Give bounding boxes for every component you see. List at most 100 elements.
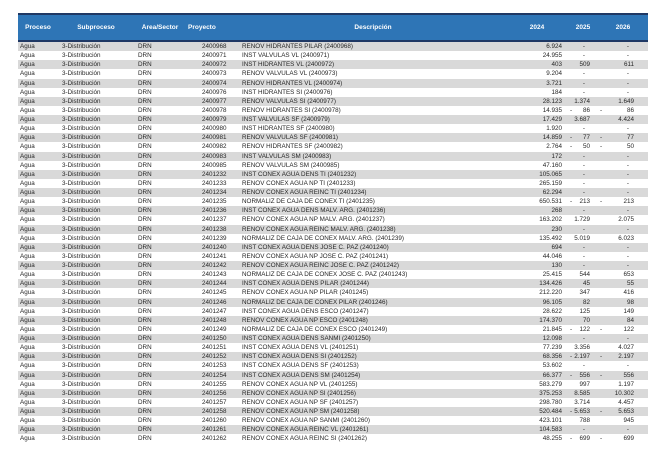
cell-y2026[interactable]: - bbox=[598, 170, 648, 179]
cell-proceso[interactable]: Agua bbox=[20, 398, 35, 406]
cell-area[interactable]: DRN bbox=[138, 408, 152, 416]
cell-descripcion[interactable]: INST CONEX AGUA DENS SANMI (2401250) bbox=[242, 335, 371, 343]
cell-proceso[interactable]: Agua bbox=[20, 389, 35, 397]
cell-y2024[interactable]: 134.426 bbox=[506, 279, 568, 288]
cell-proyecto[interactable]: 2400980 bbox=[202, 125, 227, 133]
cell-proyecto[interactable]: 2401232 bbox=[202, 170, 227, 178]
cell-subproceso[interactable]: 3-Distribución bbox=[62, 289, 101, 297]
cell-proceso[interactable]: Agua bbox=[20, 216, 35, 224]
cell-descripcion[interactable]: INST CONEX AGUA DENS TI (2401232) bbox=[242, 170, 357, 178]
cell-descripcion[interactable]: RENOV VALVULAS SM (2400985) bbox=[242, 161, 340, 169]
cell-proceso[interactable]: Agua bbox=[20, 170, 35, 178]
cell-area[interactable]: DRN bbox=[138, 307, 152, 315]
cell-proceso[interactable]: Agua bbox=[20, 97, 35, 105]
cell-descripcion[interactable]: RENOV CONEX AGUA REINC JOSE C. PAZ (2401… bbox=[242, 262, 400, 270]
cell-subproceso[interactable]: 3-Distribución bbox=[62, 207, 101, 215]
cell-proceso[interactable]: Agua bbox=[20, 152, 35, 160]
cell-subproceso[interactable]: 3-Distribución bbox=[62, 298, 101, 306]
cell-proyecto[interactable]: 2401250 bbox=[202, 335, 227, 343]
cell-area[interactable]: DRN bbox=[138, 70, 152, 78]
cell-area[interactable]: DRN bbox=[138, 389, 152, 397]
cell-proyecto[interactable]: 2401249 bbox=[202, 325, 227, 333]
cell-y2026[interactable]: 4.027 bbox=[598, 343, 648, 352]
cell-descripcion[interactable]: RENOV HIDRANTES VL (2400974) bbox=[242, 79, 343, 87]
cell-proyecto[interactable]: 2401243 bbox=[202, 271, 227, 279]
cell-proyecto[interactable]: 2401233 bbox=[202, 179, 227, 187]
cell-proceso[interactable]: Agua bbox=[20, 316, 35, 324]
cell-proceso[interactable]: Agua bbox=[20, 143, 35, 151]
cell-descripcion[interactable]: RENOV HIDRANTES SI (2400978) bbox=[242, 106, 341, 114]
cell-y2024[interactable]: 230 bbox=[506, 225, 568, 234]
cell-proyecto[interactable]: 2401246 bbox=[202, 298, 227, 306]
cell-subproceso[interactable]: 3-Distribución bbox=[62, 152, 101, 160]
cell-y2026[interactable]: - 122 bbox=[598, 325, 648, 334]
cell-proyecto[interactable]: 2400974 bbox=[202, 79, 227, 87]
cell-proyecto[interactable]: 2401240 bbox=[202, 243, 227, 251]
cell-y2025[interactable]: - bbox=[568, 206, 598, 215]
cell-proceso[interactable]: Agua bbox=[20, 262, 35, 270]
cell-descripcion[interactable]: INST HIDRANTES SI (2400976) bbox=[242, 88, 333, 96]
cell-area[interactable]: DRN bbox=[138, 189, 152, 197]
cell-descripcion[interactable]: RENOV VALVULAS SI (2400977) bbox=[242, 97, 336, 105]
cell-proceso[interactable]: Agua bbox=[20, 52, 35, 60]
cell-y2025[interactable]: - bbox=[568, 361, 598, 370]
cell-descripcion[interactable]: RENOV HIDRANTES PILAR (2400968) bbox=[242, 43, 353, 51]
cell-y2024[interactable]: 184 bbox=[506, 88, 568, 97]
column-header-area-sector[interactable]: Área/Sector bbox=[141, 24, 179, 31]
cell-y2025[interactable]: -5.653 bbox=[568, 407, 598, 416]
cell-y2024[interactable]: 650.531 bbox=[506, 197, 568, 206]
cell-y2026[interactable]: - 556 bbox=[598, 371, 648, 380]
cell-proyecto[interactable]: 2401260 bbox=[202, 417, 227, 425]
cell-y2024[interactable]: 77.239 bbox=[506, 343, 568, 352]
cell-y2026[interactable]: - 213 bbox=[598, 197, 648, 206]
cell-subproceso[interactable]: 3-Distribución bbox=[62, 61, 101, 69]
cell-proyecto[interactable]: 2400968 bbox=[202, 43, 227, 51]
cell-descripcion[interactable]: RENOV CONEX AGUA NP VL (2401255) bbox=[242, 380, 358, 388]
cell-y2025[interactable]: 8.585 bbox=[568, 389, 598, 398]
cell-area[interactable]: DRN bbox=[138, 417, 152, 425]
cell-proyecto[interactable]: 2400985 bbox=[202, 161, 227, 169]
cell-y2025[interactable]: -213 bbox=[568, 197, 598, 206]
cell-y2026[interactable]: 1.197 bbox=[598, 380, 648, 389]
cell-subproceso[interactable]: 3-Distribución bbox=[62, 307, 101, 315]
cell-subproceso[interactable]: 3-Distribución bbox=[62, 106, 101, 114]
cell-y2025[interactable]: 45 bbox=[568, 279, 598, 288]
cell-y2024[interactable]: 53.602 bbox=[506, 361, 568, 370]
cell-proceso[interactable]: Agua bbox=[20, 198, 35, 206]
cell-descripcion[interactable]: INST VALVULAS SM (2400983) bbox=[242, 152, 332, 160]
cell-y2025[interactable]: - bbox=[568, 179, 598, 188]
cell-subproceso[interactable]: 3-Distribución bbox=[62, 417, 101, 425]
cell-descripcion[interactable]: INST CONEX AGUA DENS ESCO (2401247) bbox=[242, 307, 369, 315]
cell-subproceso[interactable]: 3-Distribución bbox=[62, 216, 101, 224]
cell-y2026[interactable]: - bbox=[598, 188, 648, 197]
cell-y2024[interactable]: 48.255 bbox=[506, 434, 568, 443]
cell-proceso[interactable]: Agua bbox=[20, 417, 35, 425]
cell-y2024[interactable]: 1.920 bbox=[506, 124, 568, 133]
cell-y2024[interactable]: 268 bbox=[506, 206, 568, 215]
cell-area[interactable]: DRN bbox=[138, 161, 152, 169]
cell-subproceso[interactable]: 3-Distribución bbox=[62, 252, 101, 260]
cell-y2026[interactable]: - bbox=[598, 42, 648, 51]
cell-y2024[interactable]: 28.123 bbox=[506, 97, 568, 106]
cell-subproceso[interactable]: 3-Distribución bbox=[62, 198, 101, 206]
cell-y2025[interactable]: - bbox=[568, 69, 598, 78]
cell-y2024[interactable]: 68.356 bbox=[506, 352, 568, 361]
cell-y2024[interactable]: 105.065 bbox=[506, 170, 568, 179]
cell-subproceso[interactable]: 3-Distribución bbox=[62, 325, 101, 333]
cell-subproceso[interactable]: 3-Distribución bbox=[62, 408, 101, 416]
cell-y2024[interactable]: 163.202 bbox=[506, 215, 568, 224]
cell-proceso[interactable]: Agua bbox=[20, 161, 35, 169]
cell-subproceso[interactable]: 3-Distribución bbox=[62, 134, 101, 142]
cell-subproceso[interactable]: 3-Distribución bbox=[62, 143, 101, 151]
cell-area[interactable]: DRN bbox=[138, 198, 152, 206]
cell-y2025[interactable]: - 50 bbox=[568, 142, 598, 151]
cell-descripcion[interactable]: NORMALIZ DE CAJA DE CONEX JOSE C. PAZ (2… bbox=[242, 271, 408, 279]
cell-descripcion[interactable]: INST CONEX AGUA DENS PILAR (2401244) bbox=[242, 280, 369, 288]
cell-y2025[interactable]: -122 bbox=[568, 325, 598, 334]
cell-y2026[interactable]: 1.649 bbox=[598, 97, 648, 106]
cell-y2024[interactable]: 174.370 bbox=[506, 316, 568, 325]
cell-y2025[interactable]: - bbox=[568, 243, 598, 252]
cell-y2025[interactable]: 788 bbox=[568, 416, 598, 425]
cell-proceso[interactable]: Agua bbox=[20, 70, 35, 78]
cell-proyecto[interactable]: 2401251 bbox=[202, 344, 227, 352]
